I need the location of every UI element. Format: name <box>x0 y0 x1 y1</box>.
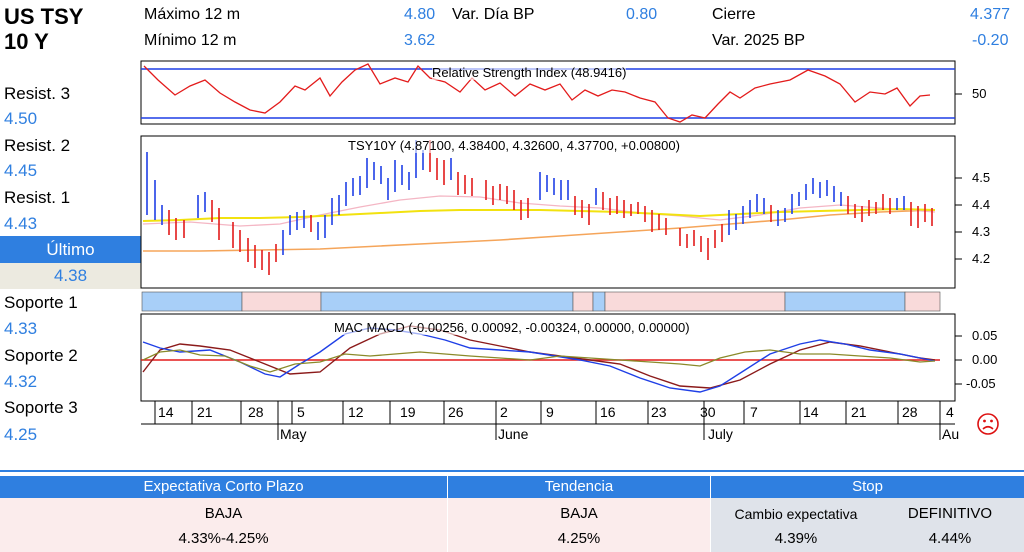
x-day-label: 9 <box>546 404 554 420</box>
x-day-label: 4 <box>946 404 954 420</box>
min-12m-value: 3.62 <box>404 32 436 49</box>
expectativa-value: BAJA <box>204 505 243 522</box>
price-tick-label-0: 4.5 <box>972 170 991 185</box>
rsi-tick-label: 50 <box>972 86 987 101</box>
x-day-label: 12 <box>348 404 364 420</box>
resist1-label: Resist. 1 <box>4 188 71 207</box>
x-day-label: 19 <box>400 404 416 420</box>
var-dia-value: 0.80 <box>626 6 658 23</box>
tendencia-value: BAJA <box>560 505 598 522</box>
cierre-label: Cierre <box>712 6 756 23</box>
price-tick-label-3: 4.2 <box>972 251 991 266</box>
x-day-label: 23 <box>651 404 667 420</box>
x-day-label: 21 <box>851 404 867 420</box>
sad-face-icon <box>977 413 999 435</box>
macd-label: MAC MACD (-0.00256, 0.00092, -0.00324, 0… <box>334 320 690 335</box>
cierre-value: 4.377 <box>970 6 1011 23</box>
x-day-label: 28 <box>902 404 918 420</box>
cambio-value: 4.39% <box>774 530 818 547</box>
var-2025-label: Var. 2025 BP <box>712 32 806 49</box>
soporte3-value: 4.25 <box>4 425 38 444</box>
ma-yellow-line <box>142 207 936 222</box>
rsi-line <box>143 63 931 123</box>
x-day-label: 28 <box>248 404 264 420</box>
x-day-label: 2 <box>500 404 508 420</box>
macd-signal-line <box>142 325 936 389</box>
macd-panel-frame <box>140 313 956 402</box>
stop-header: Stop <box>711 476 1024 498</box>
soporte1-label: Soporte 1 <box>4 293 78 312</box>
resist2-value: 4.45 <box>4 161 38 180</box>
resist2-label: Resist. 2 <box>4 136 71 155</box>
rsi-label: Relative Strength Index (48.9416) <box>432 65 627 80</box>
x-day-label: 14 <box>803 404 819 420</box>
tendencia-header: Tendencia <box>448 476 710 498</box>
soporte2-value: 4.32 <box>4 372 38 391</box>
tendencia-cell <box>448 498 710 552</box>
soporte3-label: Soporte 3 <box>4 398 78 417</box>
definitivo-value: 4.44% <box>928 530 972 547</box>
x-day-label: 30 <box>700 404 716 420</box>
macd-histogram-line <box>142 349 936 373</box>
ultimo-label: Último <box>0 236 141 263</box>
price-panel-frame <box>140 135 956 289</box>
x-axis-ticks <box>154 401 941 440</box>
price-label: TSY10Y (4.87100, 4.38400, 4.32600, 4.377… <box>348 138 680 153</box>
expectativa-cell <box>0 498 447 552</box>
macd-tick-label-0: 0.05 <box>972 328 998 343</box>
x-day-label: 16 <box>600 404 616 420</box>
max-12m-value: 4.80 <box>404 6 436 23</box>
x-month-label: May <box>280 426 307 442</box>
stop-cell <box>711 498 1024 552</box>
var-2025-value: -0.20 <box>972 32 1009 49</box>
instrument-tenor: 10 Y <box>4 29 49 54</box>
soporte2-label: Soporte 2 <box>4 346 78 365</box>
bottom-divider <box>0 470 1024 472</box>
technical-chart <box>140 60 962 440</box>
resist3-value: 4.50 <box>4 109 38 128</box>
x-day-label: 26 <box>448 404 464 420</box>
x-month-label: July <box>708 426 733 442</box>
ma-pink-line <box>142 195 936 227</box>
x-day-label: 21 <box>197 404 213 420</box>
x-day-label: 5 <box>297 404 305 420</box>
var-dia-label: Var. Día BP <box>452 6 535 23</box>
rsi-panel-frame <box>140 60 956 125</box>
resist1-value: 4.43 <box>4 214 38 233</box>
max-12m-label: Máximo 12 m <box>144 6 241 23</box>
price-tick-label-1: 4.4 <box>972 197 991 212</box>
macd-tick-label-2: -0.05 <box>966 376 996 391</box>
resist3-label: Resist. 3 <box>4 84 71 103</box>
expectativa-range: 4.33%-4.25% <box>178 530 269 547</box>
x-day-label: 7 <box>750 404 758 420</box>
expectativa-header: Expectativa Corto Plazo <box>0 476 447 498</box>
ultimo-value: 4.38 <box>0 263 141 289</box>
expectation-band-strip <box>141 291 941 312</box>
cambio-label: Cambio expectativa <box>734 506 858 522</box>
ma-orange-line <box>143 209 936 252</box>
macd-line <box>142 327 936 393</box>
x-month-label: Au <box>942 426 960 442</box>
definitivo-label: DEFINITIVO <box>907 505 993 522</box>
soporte1-value: 4.33 <box>4 319 38 338</box>
instrument-name: US TSY <box>4 4 84 29</box>
tendencia-level: 4.25% <box>557 530 601 547</box>
x-month-label: June <box>498 426 529 442</box>
min-12m-label: Mínimo 12 m <box>144 32 237 49</box>
price-tick-label-2: 4.3 <box>972 224 991 239</box>
macd-tick-label-1: 0.00 <box>972 352 998 367</box>
x-day-label: 14 <box>158 404 174 420</box>
